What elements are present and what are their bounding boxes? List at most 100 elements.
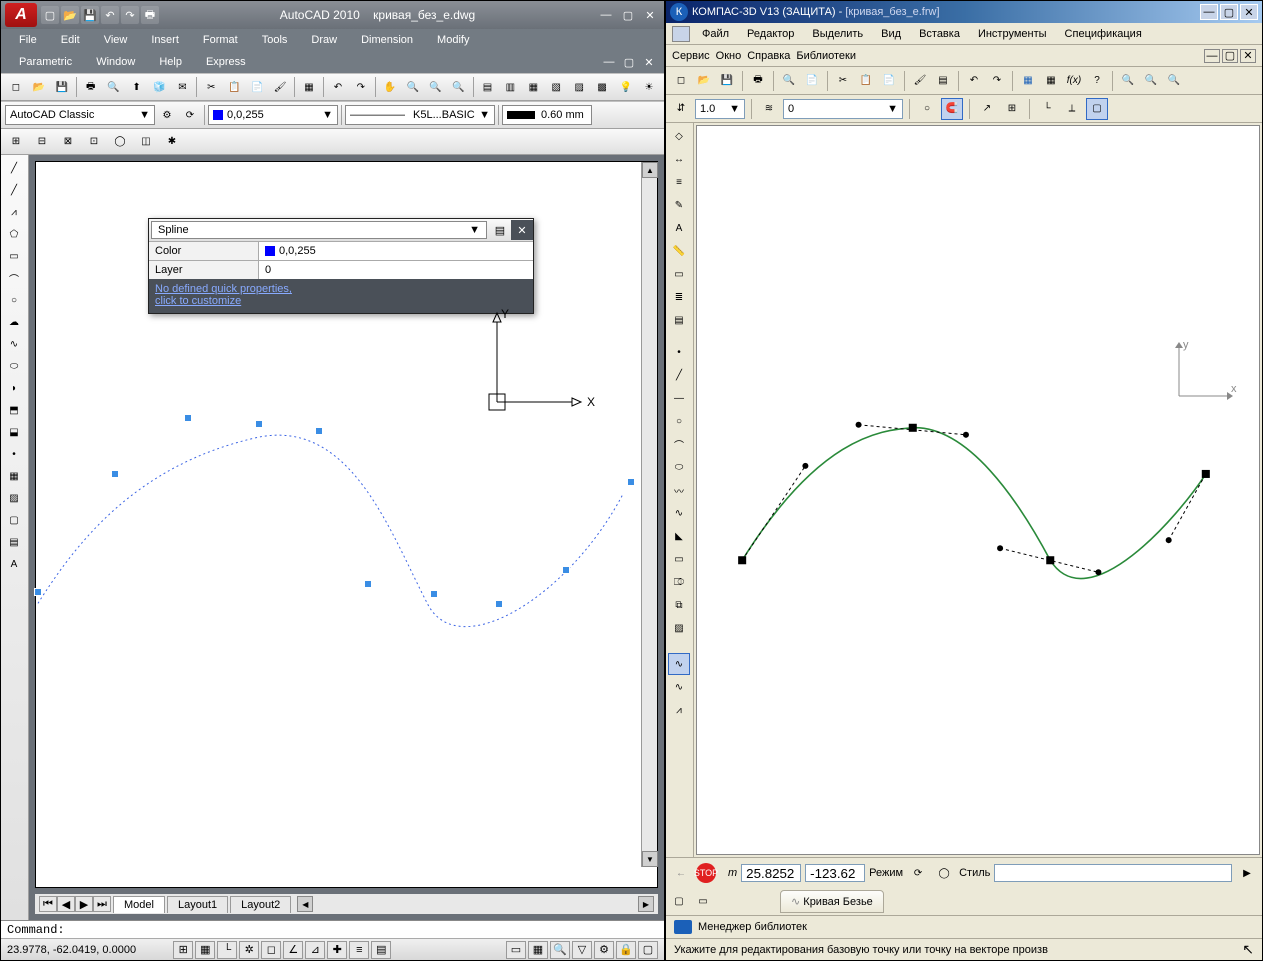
spline-handle[interactable]	[430, 590, 438, 598]
libmgr-icon[interactable]: ▦	[1017, 70, 1039, 92]
revision-icon[interactable]: ☁	[3, 311, 25, 333]
segment-icon[interactable]: —	[668, 387, 690, 409]
annoviz-button[interactable]: ▽	[572, 941, 592, 959]
ellipse-arc-icon[interactable]: ◗	[3, 377, 25, 399]
mtext-icon[interactable]: A	[3, 553, 25, 575]
tb-zoom-icon[interactable]: 🔍	[402, 76, 424, 98]
lwt-button[interactable]: ≡	[349, 941, 369, 959]
dimensions-icon[interactable]: ↔	[668, 148, 690, 170]
tb-3dprint-icon[interactable]: 🧊	[149, 76, 171, 98]
zoom-out-icon[interactable]: 🔍	[1163, 70, 1185, 92]
tb-layer-lightbulb-icon[interactable]: 💡	[615, 76, 637, 98]
zoom-fit-icon[interactable]: 🔍	[1117, 70, 1139, 92]
tangent-handle[interactable]	[1166, 537, 1172, 543]
curve-tab[interactable]: ∿ Кривая Безье	[780, 890, 884, 913]
snap-toggle-icon[interactable]: 🧲	[941, 98, 963, 120]
tangent-handle[interactable]	[856, 422, 862, 428]
scale-combo[interactable]: 1.0 ▼	[695, 99, 745, 119]
tb-properties-icon[interactable]: ▤	[477, 76, 499, 98]
clean-screen-button[interactable]: ▢	[638, 941, 658, 959]
osnap-button[interactable]: ◻	[261, 941, 281, 959]
aux-line-icon[interactable]: ╱	[668, 364, 690, 386]
menu-parametric[interactable]: Parametric	[9, 54, 82, 70]
grid-toggle-icon[interactable]: ⊞	[1001, 98, 1023, 120]
tb-save-icon[interactable]: 💾	[51, 76, 73, 98]
style-combo[interactable]	[994, 864, 1232, 882]
maximize-button[interactable]: ▢	[618, 7, 638, 23]
qat-new-icon[interactable]: ▢	[41, 6, 59, 24]
paste-icon[interactable]: 📄	[878, 70, 900, 92]
ortho-icon[interactable]: ⟂	[1061, 98, 1083, 120]
tb-paste-icon[interactable]: 📄	[246, 76, 268, 98]
qp-button[interactable]: ▤	[371, 941, 391, 959]
spline-handle[interactable]	[364, 580, 372, 588]
menu-view[interactable]: Вид	[875, 26, 907, 42]
canvas-scrollbar-vertical[interactable]: ▲ ▼	[641, 162, 657, 867]
line-icon[interactable]: ╱	[3, 157, 25, 179]
anchor-point[interactable]	[909, 424, 917, 432]
param-mode-icon[interactable]: ↗	[976, 98, 998, 120]
y-coord-input[interactable]	[805, 864, 865, 882]
workspace-combo[interactable]: AutoCAD Classic ▼	[5, 105, 155, 125]
zoom-in-icon[interactable]: 🔍	[1140, 70, 1162, 92]
kompas-canvas[interactable]: x y	[696, 125, 1260, 855]
variables-icon[interactable]: ▦	[1040, 70, 1062, 92]
qat-redo-icon[interactable]: ↷	[121, 6, 139, 24]
menu-help[interactable]: Справка	[747, 50, 790, 62]
copyformat-icon[interactable]: 🖌	[909, 70, 931, 92]
tb-block-icon[interactable]: ▦	[298, 76, 320, 98]
circle-tool-icon[interactable]: ○	[668, 410, 690, 432]
menu-tools[interactable]: Инструменты	[972, 26, 1053, 42]
qat-undo-icon[interactable]: ↶	[101, 6, 119, 24]
measure-icon[interactable]: 📏	[668, 240, 690, 262]
editing-icon[interactable]: ✎	[668, 194, 690, 216]
ducs-button[interactable]: ⊿	[305, 941, 325, 959]
view-iso-icon[interactable]: ◫	[135, 131, 157, 153]
tb-new-icon[interactable]: ◻	[5, 76, 27, 98]
qat-save-icon[interactable]: 💾	[81, 6, 99, 24]
minimize-button[interactable]: —	[1200, 4, 1218, 20]
menu-help[interactable]: Help	[149, 54, 192, 70]
menu-edit[interactable]: Редактор	[741, 26, 800, 42]
maximize-button[interactable]: ▢	[1220, 4, 1238, 20]
style-more-icon[interactable]: ▶	[1236, 862, 1258, 884]
model-button[interactable]: ▭	[506, 941, 526, 959]
hatch-icon[interactable]: ▦	[3, 465, 25, 487]
arc-tool-icon[interactable]: ⌒	[668, 433, 690, 455]
mdi-close-button[interactable]: ✕	[640, 55, 658, 69]
spline-handle[interactable]	[495, 600, 503, 608]
tab-layout2[interactable]: Layout2	[230, 896, 291, 913]
view-right-icon[interactable]: ⊡	[83, 131, 105, 153]
tab-model[interactable]: Model	[113, 896, 165, 913]
menu-express[interactable]: Express	[196, 54, 256, 70]
dyn-button[interactable]: ✚	[327, 941, 347, 959]
props-icon[interactable]: 📄	[801, 70, 823, 92]
tb-print-icon[interactable]: 🖶	[80, 76, 102, 98]
current-state-icon[interactable]: ⇵	[670, 98, 692, 120]
point-icon[interactable]: •	[3, 443, 25, 465]
toolbar-lock-button[interactable]: 🔒	[616, 941, 636, 959]
mdi-maximize-button[interactable]: ▢	[620, 55, 638, 69]
tb-sheetset-icon[interactable]: ▧	[545, 76, 567, 98]
qat-print-icon[interactable]: 🖶	[141, 6, 159, 24]
block-insert-icon[interactable]: ⬒	[3, 399, 25, 421]
tb-open-icon[interactable]: 📂	[28, 76, 50, 98]
spline-icon[interactable]: ∿	[3, 333, 25, 355]
autocad-titlebar[interactable]: A ▢ 📂 💾 ↶ ↷ 🖶 AutoCAD 2010 кривая_без_e.…	[1, 1, 664, 29]
param-icon[interactable]: A	[668, 217, 690, 239]
annoscale-button[interactable]: 🔍	[550, 941, 570, 959]
xline-icon[interactable]: ╱	[3, 179, 25, 201]
menu-draw[interactable]: Draw	[301, 32, 347, 48]
cut-icon[interactable]: ✂	[832, 70, 854, 92]
anchor-point[interactable]	[738, 556, 746, 564]
menu-insert[interactable]: Insert	[141, 32, 189, 48]
snap-button[interactable]: ⊞	[173, 941, 193, 959]
tb-preview-icon[interactable]: 🔍	[103, 76, 125, 98]
tb-etransmit-icon[interactable]: ✉	[171, 76, 193, 98]
bezier-curve[interactable]	[697, 126, 1259, 854]
mdi-minimize-button[interactable]: —	[600, 55, 618, 69]
mdi-doc-icon[interactable]	[672, 26, 690, 42]
arc-icon[interactable]: ⌒	[3, 267, 25, 289]
mdi-maximize-button[interactable]: ▢	[1222, 49, 1238, 63]
remember-state-icon[interactable]: ▭	[692, 890, 714, 912]
